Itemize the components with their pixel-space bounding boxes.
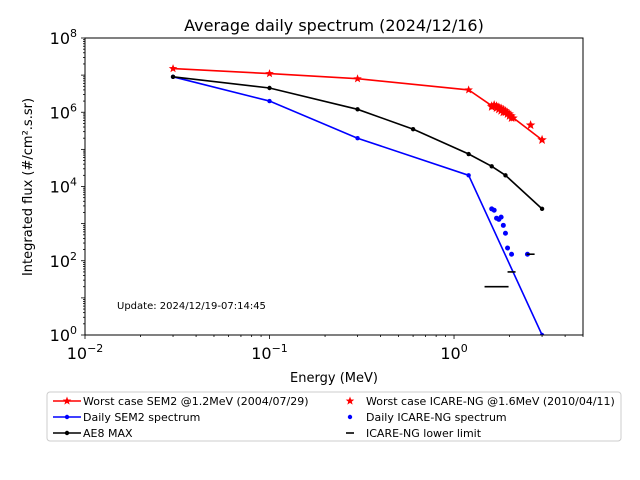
legend-entry-label: Worst case SEM2 @1.2MeV (2004/07/29)	[83, 395, 308, 408]
data-point	[486, 101, 497, 111]
legend: Worst case SEM2 @1.2MeV (2004/07/29) Dail…	[46, 391, 622, 442]
data-point	[168, 64, 178, 73]
data-point	[502, 230, 508, 236]
legend-swatch-marker	[347, 414, 353, 420]
data-point	[504, 110, 515, 120]
data-point	[503, 173, 508, 178]
data-point	[353, 74, 362, 83]
data-point	[525, 120, 536, 130]
legend-entry-label: Worst case ICARE-NG @1.6MeV (2010/04/11)	[366, 395, 615, 408]
data-point	[506, 113, 517, 123]
chart-title: Average daily spectrum (2024/12/16)	[184, 16, 484, 35]
series-5	[484, 253, 535, 288]
data-point	[489, 164, 494, 169]
data-point	[410, 126, 416, 132]
data-point	[539, 332, 545, 335]
data-point	[265, 69, 274, 78]
y-tick-label: 108	[50, 27, 77, 48]
x-axis: 10−2 10−1 100	[67, 335, 584, 363]
legend-entry-label: Daily SEM2 spectrum	[83, 411, 200, 424]
data-point	[491, 207, 497, 213]
legend-entry-label: Daily ICARE-NG spectrum	[366, 411, 507, 424]
y-tick-label: 104	[50, 176, 77, 197]
data-point	[267, 98, 272, 104]
legend-entry-label: ICARE-NG lower limit	[366, 427, 482, 440]
y-axis: 100 102 104 106 108	[50, 27, 85, 345]
data-point	[464, 85, 473, 94]
update-annotation: Update: 2024/12/19-07:14:45	[117, 301, 266, 312]
series-0	[168, 64, 547, 144]
x-tick-label: 10−2	[67, 342, 104, 363]
data-point	[505, 245, 511, 251]
y-tick-label: 102	[50, 250, 77, 271]
legend-swatch-marker	[64, 430, 70, 436]
series-line	[172, 76, 543, 210]
data-point	[466, 173, 471, 178]
x-tick-label: 100	[440, 342, 467, 363]
data-point	[500, 222, 506, 228]
data-point	[500, 107, 511, 117]
data-point	[494, 104, 504, 114]
data-point	[355, 107, 360, 112]
data-point	[502, 108, 513, 118]
legend-swatch-marker	[64, 414, 70, 420]
series-1	[170, 74, 545, 335]
data-point	[489, 100, 499, 110]
data-point	[170, 74, 176, 80]
series-2	[170, 74, 545, 212]
data-point	[496, 105, 506, 115]
plot-frame	[84, 37, 584, 336]
data-point	[509, 251, 515, 257]
data-point	[355, 135, 360, 141]
data-point	[537, 134, 547, 144]
legend-entry-label: AE8 MAX	[83, 427, 133, 440]
y-tick-label: 106	[50, 101, 77, 122]
data-point	[539, 206, 545, 212]
legend-swatch-marker	[345, 396, 355, 405]
data-point	[466, 151, 471, 157]
plot-marks	[168, 64, 547, 335]
series-line	[172, 76, 543, 335]
x-tick-label: 10−1	[251, 342, 288, 363]
data-point	[491, 103, 502, 113]
series-4	[489, 206, 530, 257]
data-point	[498, 214, 504, 220]
x-axis-label: Energy (MeV)	[290, 371, 378, 386]
legend-swatch-marker	[62, 396, 72, 405]
series-3	[486, 100, 547, 144]
legend-frame	[46, 391, 622, 442]
y-axis-label: Integrated flux (#/cm².s.sr)	[21, 98, 36, 276]
y-tick-label: 100	[50, 324, 77, 345]
data-point	[267, 85, 272, 91]
